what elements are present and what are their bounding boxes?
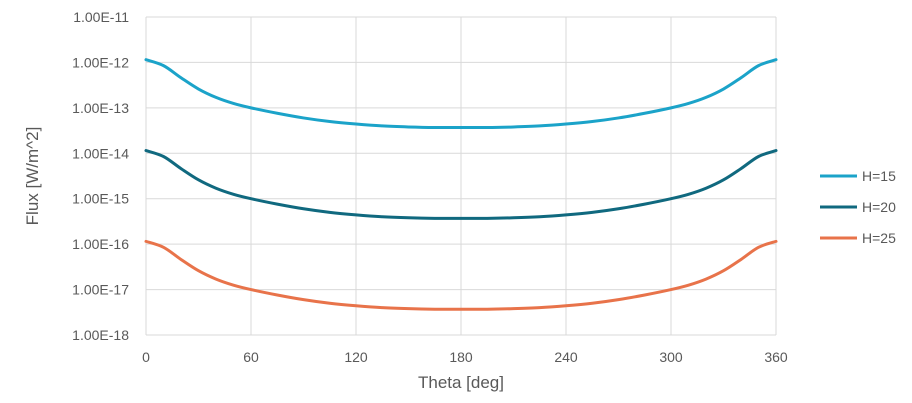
x-tick-label: 0 — [142, 349, 150, 365]
x-tick-label: 240 — [554, 349, 578, 365]
legend-label: H=20 — [862, 199, 896, 215]
x-axis-title: Theta [deg] — [418, 373, 504, 392]
legend-label: H=25 — [862, 230, 896, 246]
y-tick-label: 1.00E-14 — [72, 145, 129, 161]
series-line-h-20 — [144, 149, 778, 220]
series-line-h-25 — [144, 239, 778, 311]
y-tick-label: 1.00E-18 — [72, 327, 129, 343]
y-tick-label: 1.00E-17 — [72, 282, 129, 298]
y-tick-label: 1.00E-11 — [73, 9, 129, 25]
series-lines — [144, 58, 778, 311]
y-tick-label: 1.00E-12 — [72, 54, 129, 70]
series-line-h-15 — [144, 58, 778, 130]
y-axis-title: Flux [W/m^2] — [23, 127, 42, 226]
x-tick-labels: 0 60 120 180 240 300 360 — [142, 349, 788, 365]
x-tick-label: 180 — [449, 349, 473, 365]
y-tick-label: 1.00E-15 — [72, 191, 129, 207]
x-tick-label: 60 — [243, 349, 259, 365]
x-tick-label: 360 — [764, 349, 788, 365]
x-tick-label: 300 — [659, 349, 683, 365]
y-tick-label: 1.00E-16 — [72, 236, 129, 252]
x-tick-label: 120 — [344, 349, 368, 365]
legend-label: H=15 — [862, 168, 896, 184]
y-tick-label: 1.00E-13 — [72, 100, 129, 116]
y-tick-labels: 1.00E-11 1.00E-12 1.00E-13 1.00E-14 1.00E-15… — [72, 9, 129, 343]
legend: H=15 H=20 H=25 — [820, 168, 896, 246]
